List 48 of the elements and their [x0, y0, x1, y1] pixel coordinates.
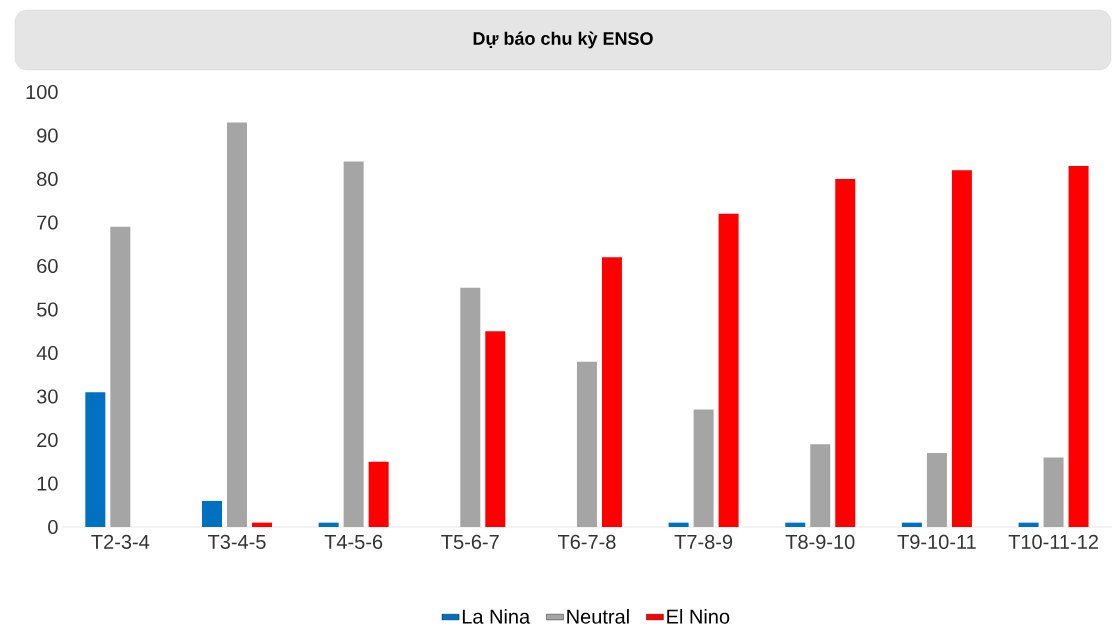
bar	[785, 522, 806, 527]
x-tick-label: T4-5-6	[324, 534, 383, 549]
x-tick-label: T3-4-5	[207, 534, 266, 549]
bar	[368, 461, 389, 527]
bar	[668, 522, 689, 527]
bar	[1043, 457, 1064, 527]
bar	[251, 522, 272, 527]
bar	[460, 287, 481, 527]
bar	[926, 453, 947, 527]
y-tick-label: 90	[37, 128, 58, 143]
x-tick-label: T9-10-11	[897, 534, 976, 549]
bar	[343, 161, 364, 527]
y-tick-label: 100	[26, 84, 58, 100]
bar	[110, 226, 131, 527]
x-tick-label: T10-11-12	[1008, 534, 1098, 549]
bar	[951, 170, 972, 527]
bar	[1018, 522, 1039, 527]
y-tick-label: 0	[48, 519, 58, 535]
y-tick-label: 30	[36, 389, 58, 404]
bar	[693, 409, 714, 527]
bar	[601, 257, 622, 527]
legend-label: La Nina	[462, 609, 531, 624]
y-tick-label: 10	[37, 476, 58, 491]
bar	[810, 444, 831, 527]
bar	[835, 179, 856, 527]
y-tick-label: 60	[37, 258, 58, 274]
y-tick-label: 40	[36, 345, 58, 361]
bar	[85, 392, 106, 527]
bar	[201, 500, 222, 527]
bar	[1068, 165, 1089, 527]
bar	[901, 522, 922, 527]
bar	[318, 522, 339, 527]
x-tick-label: T8-9-10	[785, 534, 855, 549]
legend-label: Neutral	[567, 609, 629, 624]
x-tick-label: T5-6-7	[441, 534, 499, 549]
bar	[576, 361, 597, 527]
x-tick-label: T7-8-9	[674, 534, 733, 549]
y-tick-label: 50	[37, 302, 58, 317]
bar	[485, 331, 506, 527]
y-tick-label: 80	[37, 171, 58, 187]
bar	[718, 213, 739, 527]
y-tick-label: 70	[37, 215, 58, 230]
x-tick-label: T6-7-8	[557, 534, 616, 549]
y-tick-label: 20	[37, 432, 58, 448]
chart-title: Dự báo chu kỳ ENSO	[473, 31, 653, 49]
x-tick-label: T2-3-4	[91, 534, 150, 549]
legend-label: El Nino	[667, 609, 730, 624]
bar	[226, 122, 247, 527]
